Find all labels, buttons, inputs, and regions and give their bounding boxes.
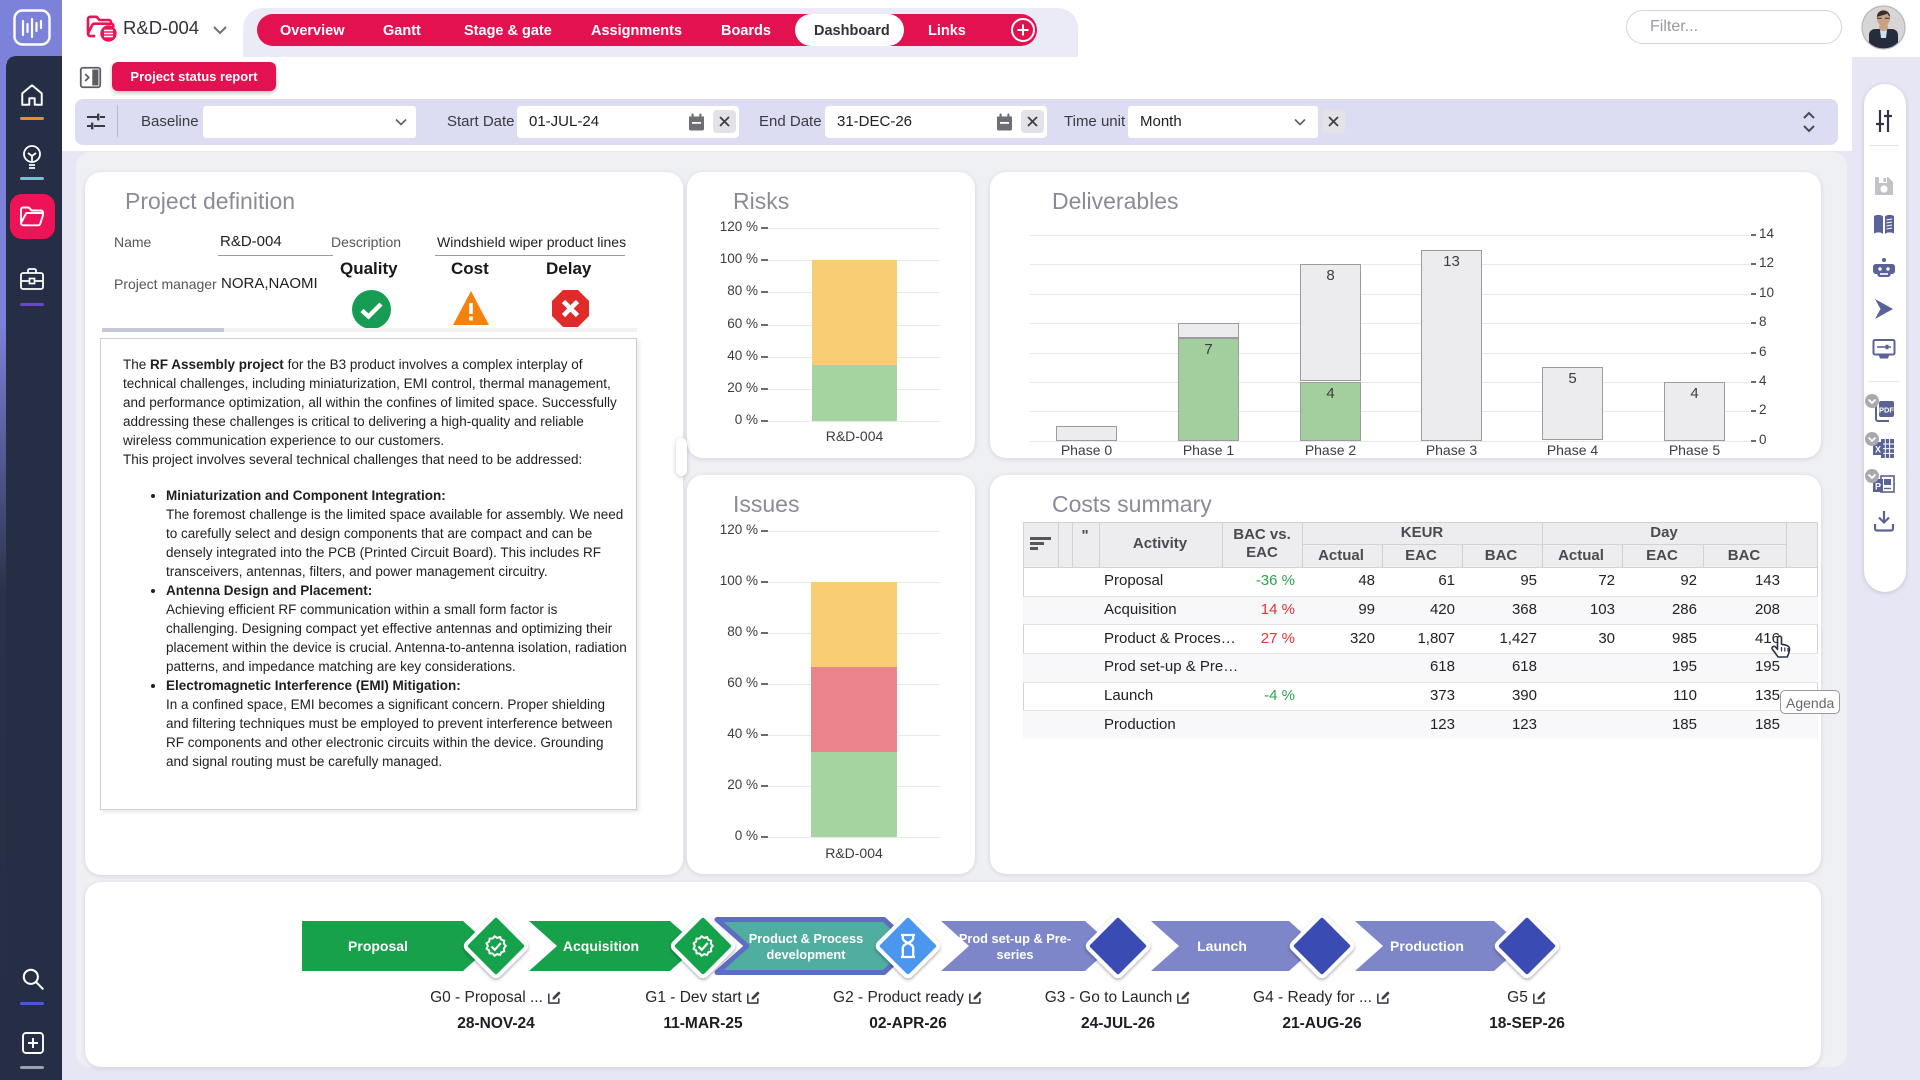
svg-text:PDF: PDF [1879,406,1894,415]
svg-text:series: series [996,947,1033,962]
svg-text:P: P [1875,482,1881,492]
svg-text:Proposal: Proposal [348,938,408,954]
svg-text:X: X [1875,445,1881,455]
svg-text:Prod set-up & Pre-: Prod set-up & Pre- [959,931,1071,946]
svg-text:Launch: Launch [1197,938,1247,954]
svg-text:Product & Process: Product & Process [749,931,864,946]
svg-text:Production: Production [1390,938,1464,954]
svg-text:Acquisition: Acquisition [563,938,639,954]
svg-text:development: development [767,947,847,962]
